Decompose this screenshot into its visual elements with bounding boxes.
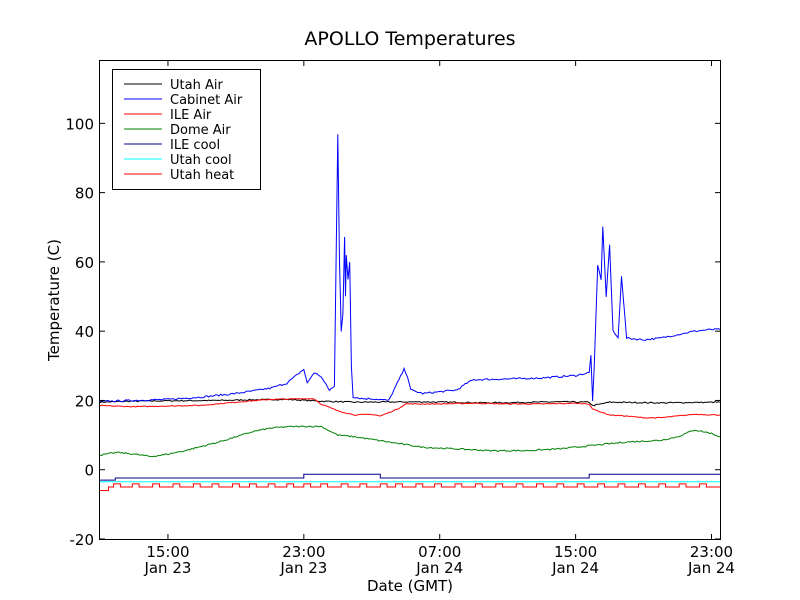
legend-label: Utah Air: [170, 78, 223, 93]
y-tick-label: 100: [65, 115, 94, 133]
series-line-cabinet-air: [99, 134, 721, 403]
x-tick-label-date: Jan 24: [687, 559, 735, 577]
legend-label: Utah heat: [170, 168, 234, 183]
legend-label: Dome Air: [170, 123, 231, 138]
legend-label: Cabinet Air: [170, 93, 243, 108]
series-line-dome-air: [99, 425, 721, 458]
x-tick-label-time: 15:00: [554, 543, 597, 561]
y-axis-label: Temperature (C): [45, 239, 63, 362]
x-tick-label-date: Jan 23: [143, 559, 191, 577]
x-tick-label-time: 15:00: [146, 543, 189, 561]
x-tick-label-time: 23:00: [690, 543, 733, 561]
series-line-ile-cool: [100, 473, 720, 481]
y-tick-label: 60: [75, 254, 94, 272]
x-tick-label-time: 23:00: [282, 543, 325, 561]
x-tick-label-date: Jan 24: [551, 559, 599, 577]
x-tick-label-date: Jan 23: [279, 559, 327, 577]
y-tick-label: 20: [75, 392, 94, 410]
plot-frame: [99, 60, 721, 540]
series-line-ile-air: [99, 398, 721, 419]
legend-label: ILE cool: [170, 138, 220, 153]
y-tick-label: -20: [70, 531, 95, 549]
chart-title: APOLLO Temperatures: [304, 28, 515, 50]
y-tick-label: 80: [75, 185, 94, 203]
x-axis-label: Date (GMT): [367, 577, 453, 595]
y-tick-label: 40: [75, 323, 94, 341]
x-tick-label-date: Jan 24: [415, 559, 463, 577]
y-tick-label: 0: [84, 462, 94, 480]
series-line-utah-heat: [100, 483, 720, 491]
legend-label: Utah cool: [170, 153, 232, 168]
x-tick-label-time: 07:00: [418, 543, 461, 561]
series-line-utah-air: [99, 398, 721, 407]
legend-label: ILE Air: [170, 108, 212, 123]
